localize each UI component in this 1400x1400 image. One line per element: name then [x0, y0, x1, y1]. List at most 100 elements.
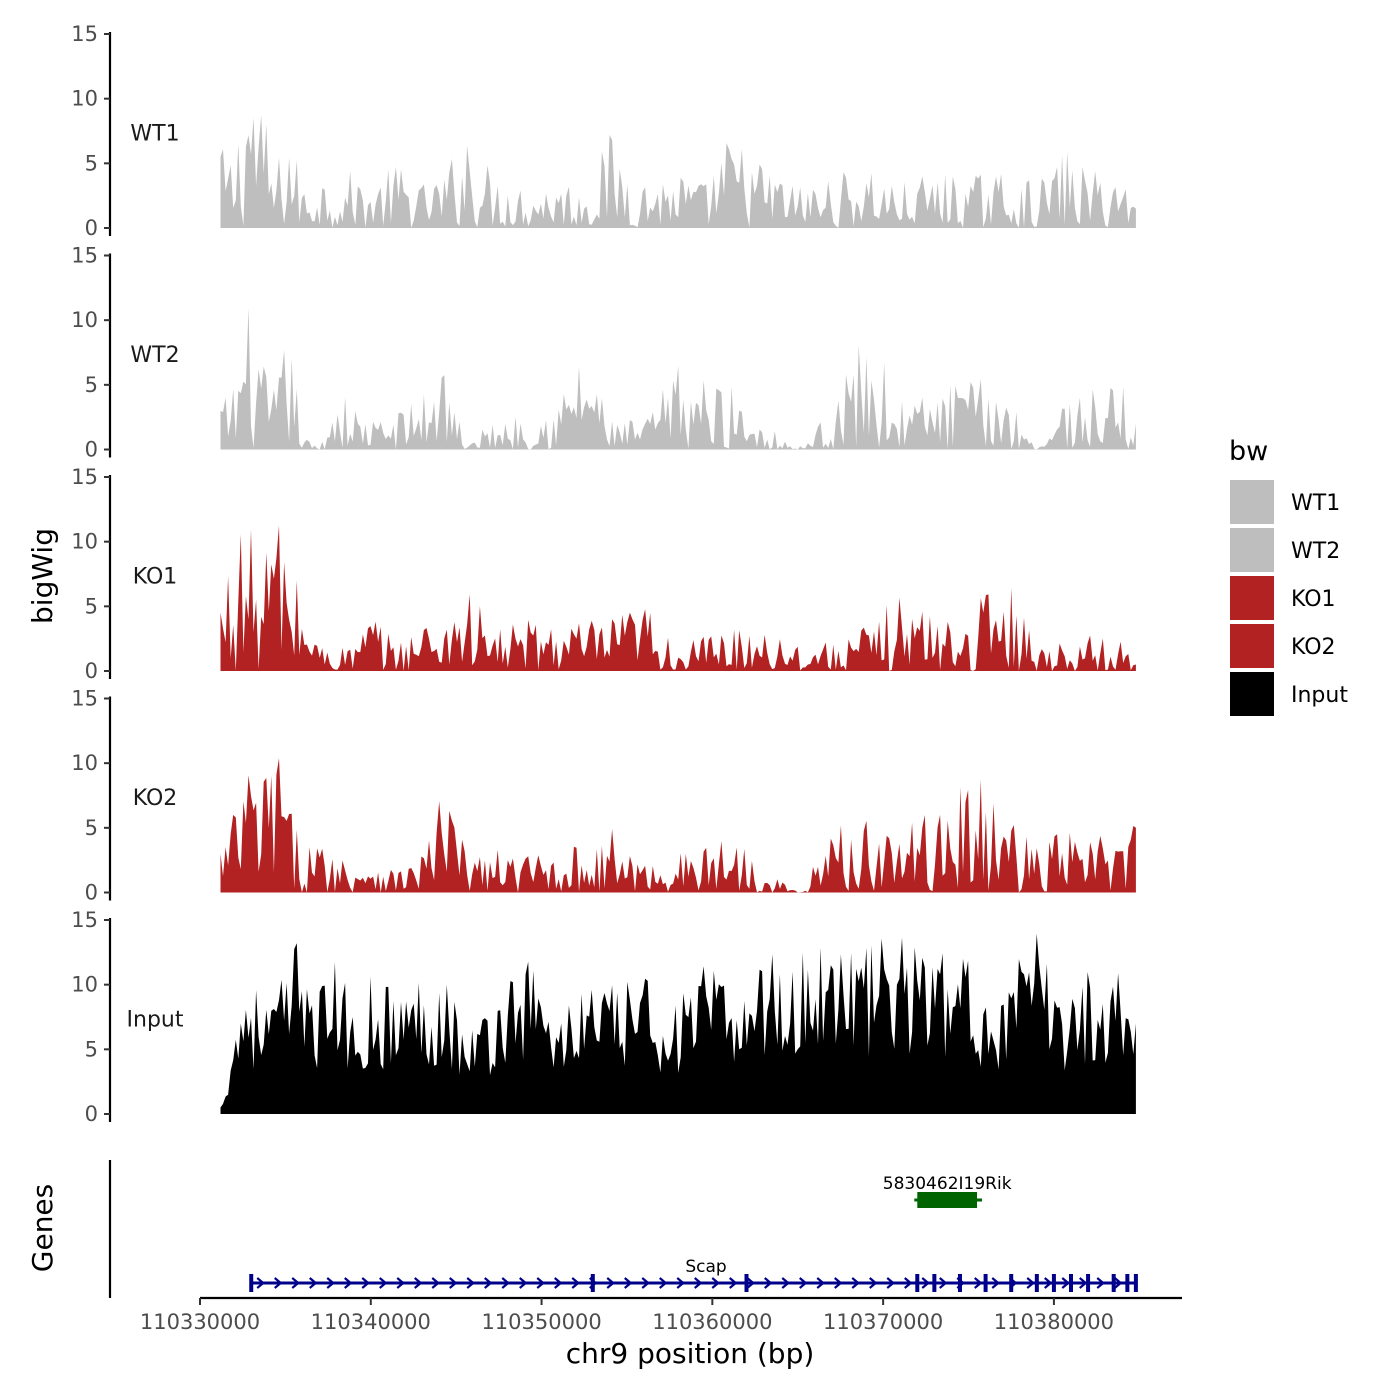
- exon-mark: [1111, 1274, 1116, 1292]
- track-panel-ko2: 0 5 10 15 KO2: [71, 687, 1136, 905]
- legend-title: bw: [1229, 436, 1268, 467]
- strand-chevron: [501, 1277, 510, 1289]
- strand-chevron: [1061, 1277, 1070, 1289]
- track-panel-input: 0 5 10 15 Input: [71, 908, 1136, 1126]
- y-tick-label-wt1-10: 10: [71, 87, 98, 111]
- strand-chevron: [624, 1277, 633, 1289]
- strand-chevron: [974, 1277, 983, 1289]
- legend: bw WT1 WT2 KO1 KO2 Input: [1229, 436, 1348, 716]
- x-tick-label-110340000: 110340000: [311, 1310, 431, 1334]
- strand-chevron: [711, 1277, 720, 1289]
- signal-area-input: [220, 933, 1136, 1114]
- y-tick-label-wt1-0: 0: [85, 216, 98, 240]
- strand-chevron: [729, 1277, 738, 1289]
- strand-chevron: [291, 1277, 300, 1289]
- x-tick-label-110380000: 110380000: [994, 1310, 1114, 1334]
- strand-chevron: [571, 1277, 580, 1289]
- gene-5830462i19rik: 5830462I19Rik: [883, 1174, 1012, 1208]
- strand-chevron: [449, 1277, 458, 1289]
- exon-mark: [1133, 1274, 1138, 1292]
- track-panel-ko1: 0 5 10 15 KO1: [71, 465, 1136, 683]
- y-tick-label-input-15: 15: [71, 908, 98, 932]
- strand-chevron: [676, 1277, 685, 1289]
- strand-chevron: [361, 1277, 370, 1289]
- strand-chevron: [1079, 1277, 1088, 1289]
- y-tick-label-input-0: 0: [85, 1102, 98, 1126]
- signal-tracks: 0 5 10 15 WT1 0 5 10 15 WT2 0 5 10 15 KO1 0 5 10 15 KO2 0 5 10…: [71, 22, 1136, 1126]
- gene-scap: Scap: [249, 1257, 1138, 1292]
- strand-chevron: [939, 1277, 948, 1289]
- strand-chevron: [764, 1277, 773, 1289]
- y-tick-label-wt2-10: 10: [71, 308, 98, 332]
- strand-chevron: [869, 1277, 878, 1289]
- signal-area-wt2: [220, 307, 1136, 450]
- legend-entry-input: Input: [1230, 672, 1348, 716]
- legend-label-wt1: WT1: [1291, 491, 1340, 516]
- signal-area-ko1: [220, 525, 1136, 671]
- legend-entry-ko1: KO1: [1230, 576, 1336, 620]
- legend-entry-ko2: KO2: [1230, 624, 1336, 668]
- y-tick-label-ko2-15: 15: [71, 687, 98, 711]
- legend-swatch-ko1: [1230, 576, 1274, 620]
- exon-mark: [1068, 1274, 1073, 1292]
- strand-chevron: [921, 1277, 930, 1289]
- y-tick-label-ko1-10: 10: [71, 530, 98, 554]
- strand-chevron: [431, 1277, 440, 1289]
- y-tick-label-wt2-15: 15: [71, 244, 98, 268]
- y-tick-label-input-10: 10: [71, 973, 98, 997]
- y-tick-label-wt1-15: 15: [71, 22, 98, 46]
- legend-swatch-ko2: [1230, 624, 1274, 668]
- strand-chevron: [1026, 1277, 1035, 1289]
- strand-chevron: [606, 1277, 615, 1289]
- exon-mark: [932, 1274, 937, 1292]
- track-label-ko1: KO1: [133, 565, 178, 590]
- strand-chevron: [326, 1277, 335, 1289]
- legend-label-ko2: KO2: [1291, 635, 1336, 660]
- y-tick-label-wt2-0: 0: [85, 438, 98, 462]
- y-tick-label-ko1-0: 0: [85, 659, 98, 683]
- strand-chevron: [414, 1277, 423, 1289]
- exon-mark: [1034, 1274, 1039, 1292]
- strand-chevron: [834, 1277, 843, 1289]
- strand-chevron: [1044, 1277, 1053, 1289]
- strand-chevron: [519, 1277, 528, 1289]
- strand-chevron: [396, 1277, 405, 1289]
- legend-label-ko1: KO1: [1291, 587, 1336, 612]
- genes-panel: 5830462I19Rik Scap: [108, 1160, 1182, 1300]
- strand-chevron: [904, 1277, 913, 1289]
- y-tick-label-wt2-5: 5: [85, 373, 98, 397]
- exon-mark: [744, 1274, 749, 1292]
- x-tick-label-110350000: 110350000: [481, 1310, 601, 1334]
- strand-chevron: [851, 1277, 860, 1289]
- strand-chevron: [536, 1277, 545, 1289]
- strand-chevron: [746, 1277, 755, 1289]
- exon-mark: [1125, 1274, 1130, 1292]
- track-panel-wt1: 0 5 10 15 WT1: [71, 22, 1136, 240]
- strand-chevron: [554, 1277, 563, 1289]
- strand-chevron: [659, 1277, 668, 1289]
- legend-label-input: Input: [1291, 683, 1348, 708]
- strand-chevron: [344, 1277, 353, 1289]
- track-label-ko2: KO2: [133, 786, 178, 811]
- y-tick-label-ko2-5: 5: [85, 816, 98, 840]
- y-tick-label-wt1-5: 5: [85, 151, 98, 175]
- strand-chevron: [641, 1277, 650, 1289]
- strand-chevron: [816, 1277, 825, 1289]
- exon-mark: [1051, 1274, 1056, 1292]
- exon-mark: [957, 1274, 962, 1292]
- legend-swatch-wt2: [1230, 528, 1274, 572]
- exon-mark: [590, 1274, 595, 1292]
- signal-area-ko2: [220, 758, 1136, 893]
- strand-chevron: [466, 1277, 475, 1289]
- track-panel-wt2: 0 5 10 15 WT2: [71, 244, 1136, 462]
- x-tick-label-110360000: 110360000: [652, 1310, 772, 1334]
- y-tick-label-ko2-0: 0: [85, 881, 98, 905]
- y-tick-label-ko1-15: 15: [71, 465, 98, 489]
- y-tick-label-input-5: 5: [85, 1037, 98, 1061]
- y-axis-title: bigWig: [26, 528, 59, 624]
- strand-chevron: [274, 1277, 283, 1289]
- y-tick-label-ko2-10: 10: [71, 751, 98, 775]
- strand-chevron: [694, 1277, 703, 1289]
- exon-mark: [1086, 1274, 1091, 1292]
